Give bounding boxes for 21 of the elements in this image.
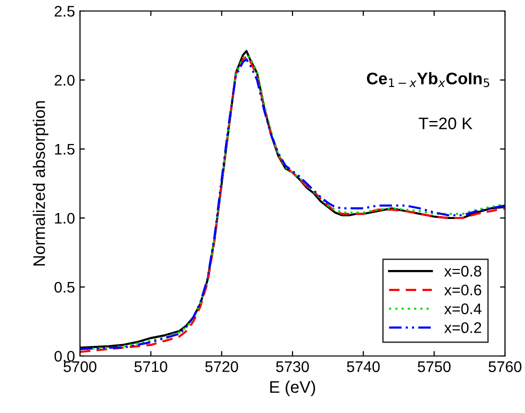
y-tick-label: 1.0 [55, 212, 75, 224]
y-tick-label: 1.5 [55, 144, 74, 155]
x-tick-label: 5730 [276, 361, 309, 372]
x-tick-label: 5710 [134, 361, 168, 372]
annotation: Ce$_{1−x}$Yb$_{x}$CoIn$_{5}$ [366, 72, 490, 88]
x-tick-label: 5720 [205, 361, 238, 372]
y-tick-label: 2.0 [54, 74, 75, 86]
x-tick-label: 5740 [346, 361, 380, 372]
legend-label: x=0.6 [444, 284, 482, 296]
y-tick-label: 0.5 [54, 282, 74, 293]
y-axis-title: Normalized absorption [32, 101, 48, 266]
legend-label: x=0.2 [444, 322, 482, 334]
y-tick-label: 2.5 [54, 6, 74, 17]
x-tick-label: 5750 [418, 361, 451, 372]
x-tick-label: 5700 [64, 361, 96, 372]
legend-label: x=0.4 [444, 303, 482, 314]
y-tick-label: 0.0 [54, 350, 75, 362]
annotation: T=20 K [418, 118, 472, 130]
x-tick-label: 5760 [488, 361, 522, 372]
x-axis-title: E (eV) [270, 380, 316, 396]
legend-label: x=0.8 [444, 266, 482, 277]
